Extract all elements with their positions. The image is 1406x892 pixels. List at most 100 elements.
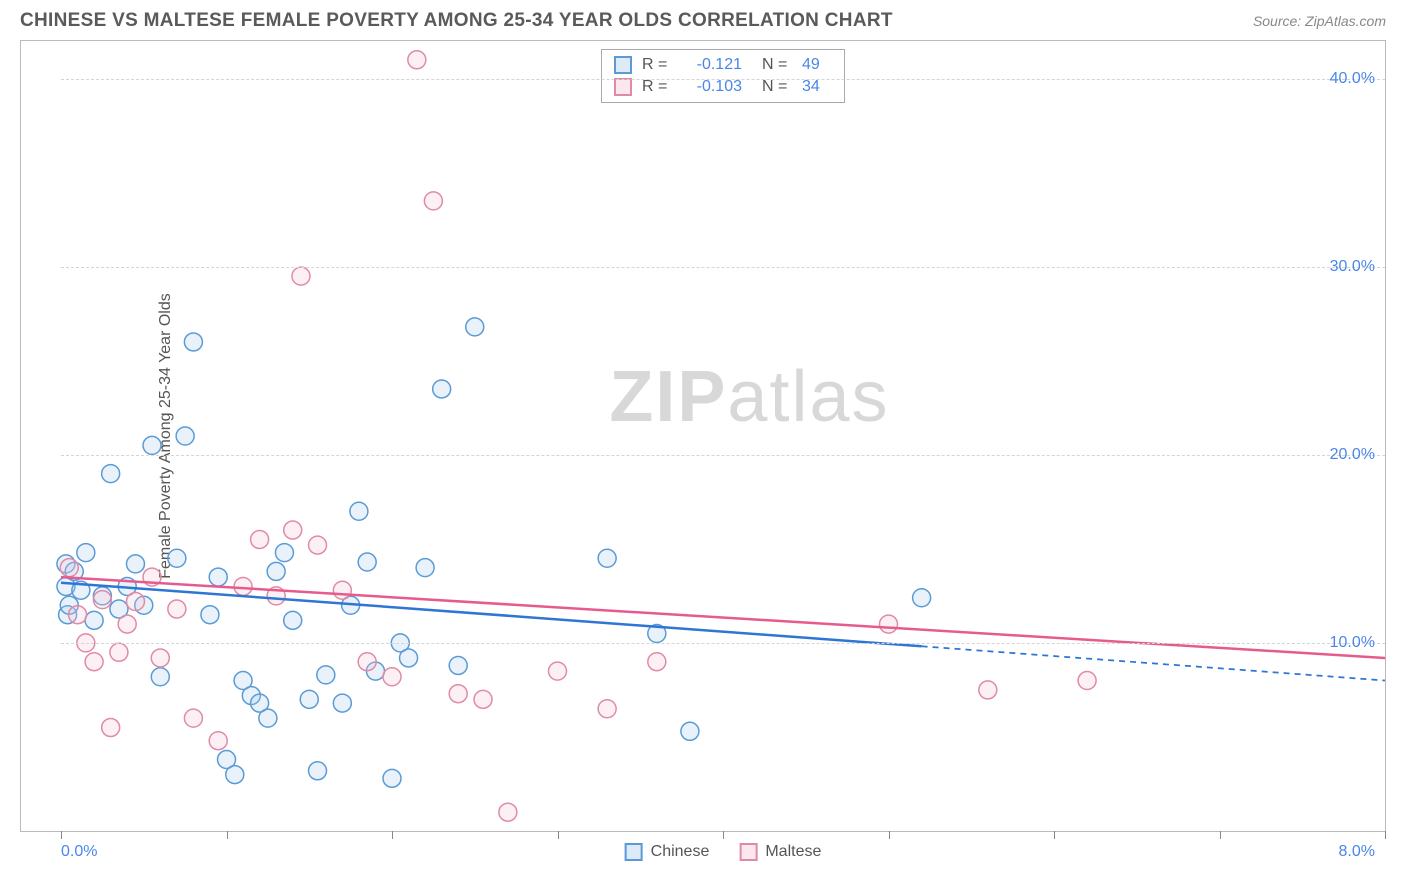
scatter-svg [61,41,1385,831]
legend-swatch [625,843,643,861]
scatter-point [880,615,898,633]
scatter-point [176,427,194,445]
x-tick [1385,831,1386,839]
scatter-point [110,643,128,661]
scatter-point [93,591,111,609]
n-label: N = [762,78,792,96]
x-tick [723,831,724,839]
scatter-point [979,681,997,699]
scatter-point [209,568,227,586]
scatter-point [226,766,244,784]
scatter-point [69,606,87,624]
scatter-point [143,436,161,454]
series-legend-item: Maltese [739,843,821,861]
x-tick [392,831,393,839]
scatter-point [201,606,219,624]
scatter-point [102,465,120,483]
scatter-point [358,653,376,671]
n-value: 34 [802,78,832,96]
trend-line-dashed [922,646,1385,680]
scatter-point [424,192,442,210]
plot-area: ZIPatlas R =-0.121N =49R =-0.103N =34 0.… [61,41,1385,831]
correlation-legend: R =-0.121N =49R =-0.103N =34 [601,49,845,103]
scatter-point [333,694,351,712]
trend-line-solid [61,577,1385,658]
r-label: R = [642,56,672,74]
y-tick-label: 20.0% [1330,446,1375,464]
scatter-point [400,649,418,667]
scatter-point [85,653,103,671]
y-tick-label: 10.0% [1330,634,1375,652]
n-value: 49 [802,56,832,74]
y-tick-label: 40.0% [1330,70,1375,88]
scatter-point [383,769,401,787]
grid-line [61,455,1385,456]
scatter-point [275,544,293,562]
scatter-point [292,267,310,285]
scatter-point [449,656,467,674]
scatter-point [474,690,492,708]
x-axis-end-label: 8.0% [1339,843,1375,861]
scatter-point [209,732,227,750]
scatter-point [168,549,186,567]
x-tick [1220,831,1221,839]
series-legend-item: Chinese [625,843,710,861]
x-axis-start-label: 0.0% [61,843,97,861]
scatter-point [499,803,517,821]
scatter-point [151,668,169,686]
scatter-point [284,521,302,539]
scatter-point [126,593,144,611]
r-value: -0.103 [682,78,742,96]
scatter-point [259,709,277,727]
scatter-point [449,685,467,703]
scatter-point [309,536,327,554]
scatter-point [168,600,186,618]
x-tick [1054,831,1055,839]
r-label: R = [642,78,672,96]
scatter-point [251,530,269,548]
scatter-point [284,611,302,629]
legend-swatch [739,843,757,861]
scatter-point [60,559,78,577]
scatter-point [234,577,252,595]
scatter-point [184,333,202,351]
series-legend: Chinese Maltese [625,843,822,861]
correlation-legend-row: R =-0.121N =49 [614,54,832,76]
series-legend-label: Maltese [765,843,821,861]
scatter-point [267,562,285,580]
scatter-point [309,762,327,780]
x-tick [227,831,228,839]
scatter-point [77,544,95,562]
scatter-point [85,611,103,629]
scatter-point [598,549,616,567]
scatter-point [433,380,451,398]
scatter-point [416,559,434,577]
scatter-point [184,709,202,727]
scatter-point [648,653,666,671]
scatter-point [151,649,169,667]
scatter-point [913,589,931,607]
series-legend-label: Chinese [651,843,710,861]
scatter-point [383,668,401,686]
scatter-point [466,318,484,336]
scatter-point [118,615,136,633]
scatter-point [408,51,426,69]
r-value: -0.121 [682,56,742,74]
legend-swatch [614,78,632,96]
scatter-point [681,722,699,740]
grid-line [61,267,1385,268]
trend-line-solid [61,583,922,647]
scatter-point [317,666,335,684]
x-tick [889,831,890,839]
scatter-point [598,700,616,718]
x-tick [61,831,62,839]
scatter-point [549,662,567,680]
scatter-point [358,553,376,571]
y-tick-label: 30.0% [1330,258,1375,276]
x-tick [558,831,559,839]
chart-container: Female Poverty Among 25-34 Year Olds ZIP… [20,40,1386,832]
scatter-point [300,690,318,708]
grid-line [61,79,1385,80]
scatter-point [126,555,144,573]
grid-line [61,643,1385,644]
